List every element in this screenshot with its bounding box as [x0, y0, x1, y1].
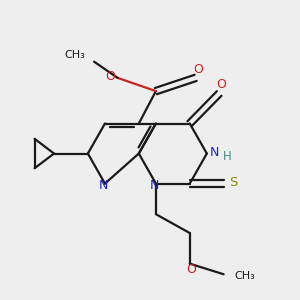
Text: H: H [223, 150, 232, 163]
Text: N: N [150, 178, 159, 191]
Text: O: O [217, 77, 226, 91]
Text: O: O [186, 263, 196, 276]
Text: N: N [210, 146, 219, 159]
Text: S: S [229, 176, 237, 190]
Text: CH₃: CH₃ [64, 50, 85, 60]
Text: O: O [105, 70, 115, 83]
Text: N: N [99, 178, 108, 191]
Text: O: O [194, 62, 203, 76]
Text: CH₃: CH₃ [235, 271, 256, 281]
